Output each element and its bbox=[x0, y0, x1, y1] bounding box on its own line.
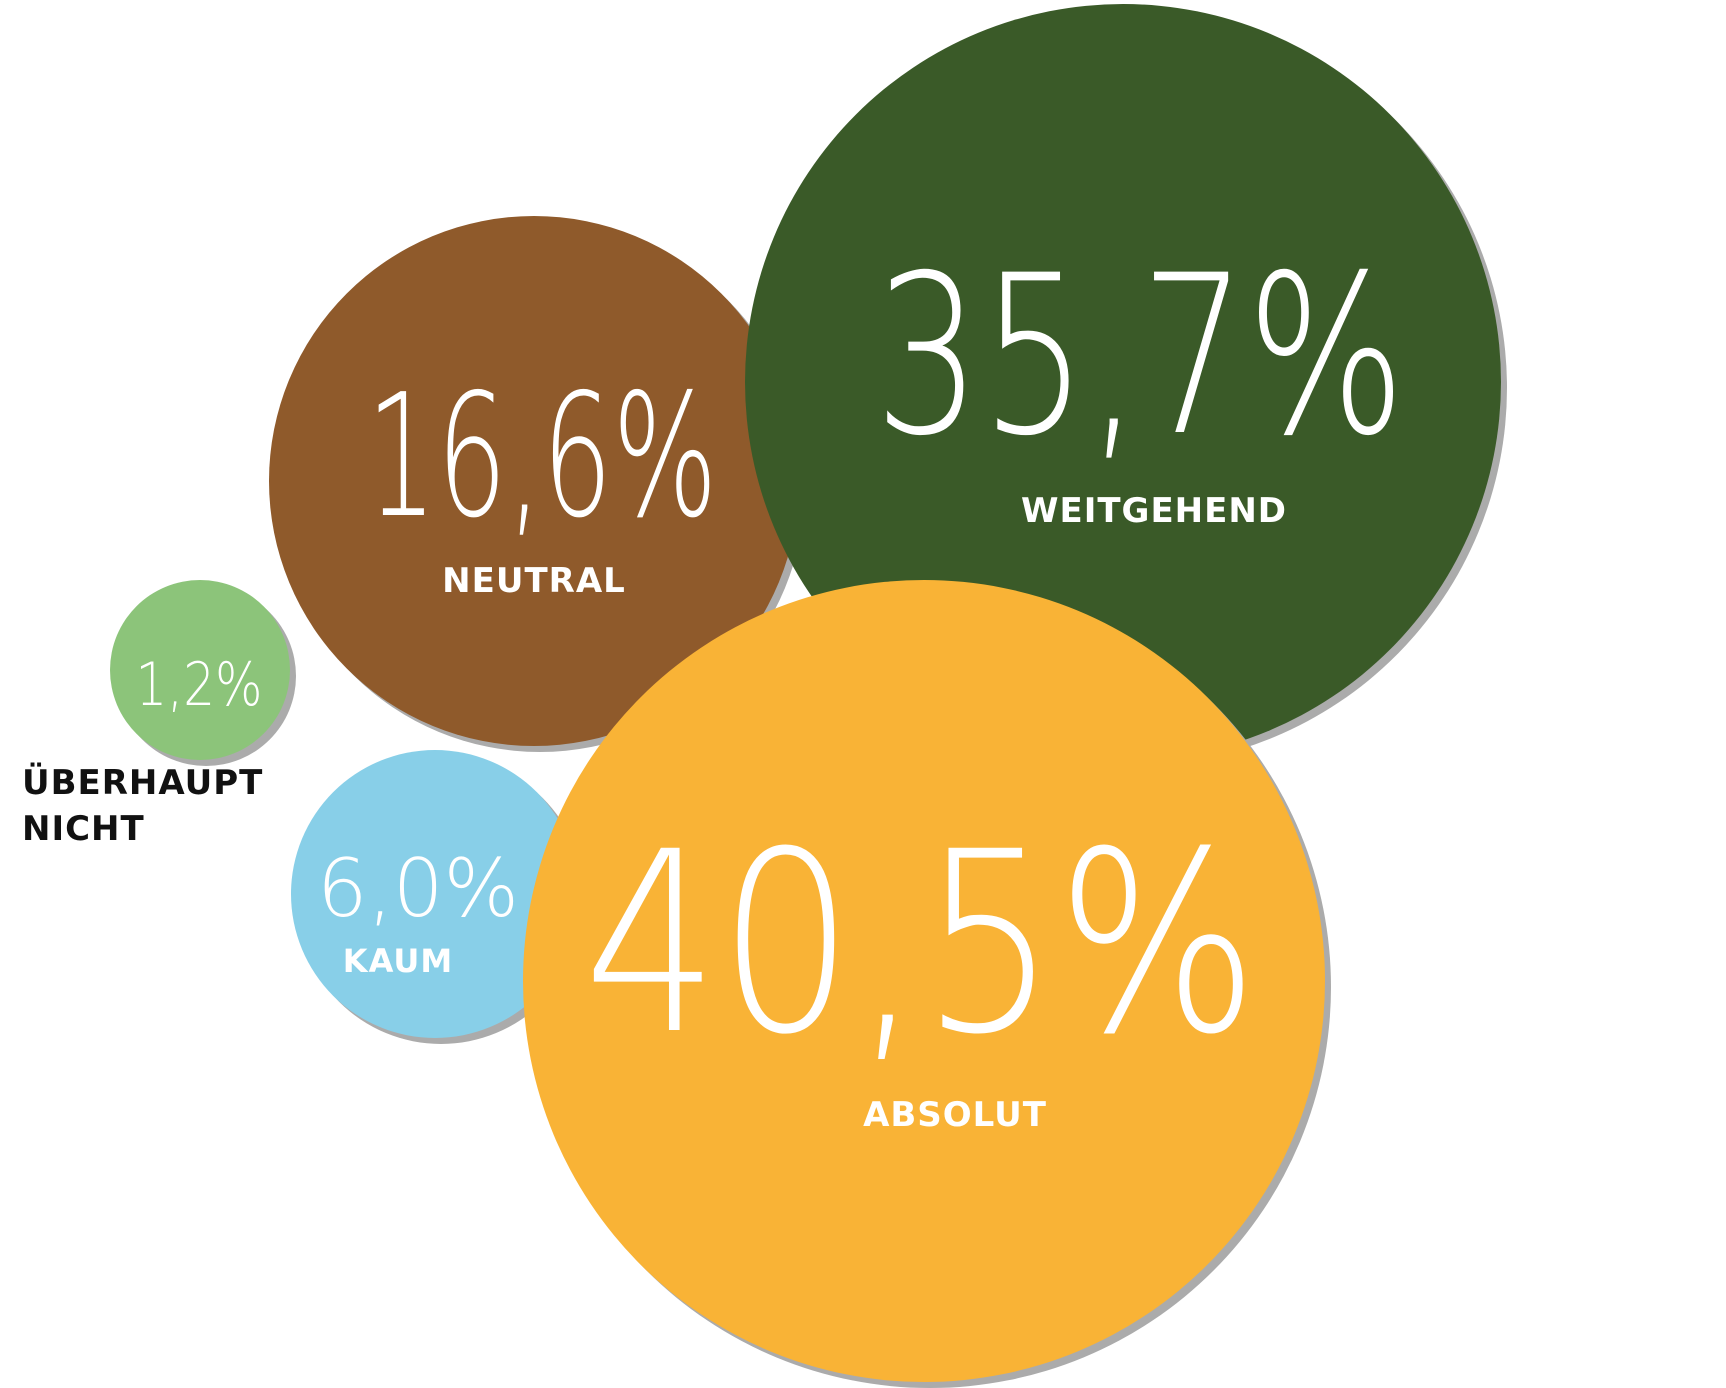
bubble-circle bbox=[523, 580, 1325, 1382]
bubble-überhaupt-nicht: 1,2% bbox=[110, 580, 296, 766]
bubble-circle bbox=[291, 750, 579, 1038]
bubble-circle bbox=[110, 580, 290, 760]
category-label: ÜBERHAUPT bbox=[22, 762, 263, 803]
value-label: 1,2% bbox=[136, 650, 263, 720]
bubble-neutral: 16,6% bbox=[269, 216, 805, 752]
value-label: 16,6% bbox=[367, 358, 718, 556]
bubble-circle bbox=[745, 4, 1501, 760]
value-label: 40,5% bbox=[584, 798, 1259, 1089]
category-label: NEUTRAL bbox=[442, 561, 626, 601]
value-label: 35,7% bbox=[875, 228, 1406, 484]
bubble-kaum: 6,0% bbox=[291, 750, 585, 1044]
category-label: WEITGEHEND bbox=[1021, 491, 1287, 531]
bubble-circle bbox=[269, 216, 799, 746]
bubble-weitgehend: 35,7% bbox=[745, 4, 1507, 766]
value-label: 6,0% bbox=[317, 842, 519, 935]
category-label: NICHT bbox=[22, 809, 145, 849]
category-label: ABSOLUT bbox=[863, 1095, 1047, 1135]
category-label: KAUM bbox=[343, 942, 453, 980]
bubble-absolut: 40,5% bbox=[523, 580, 1331, 1388]
